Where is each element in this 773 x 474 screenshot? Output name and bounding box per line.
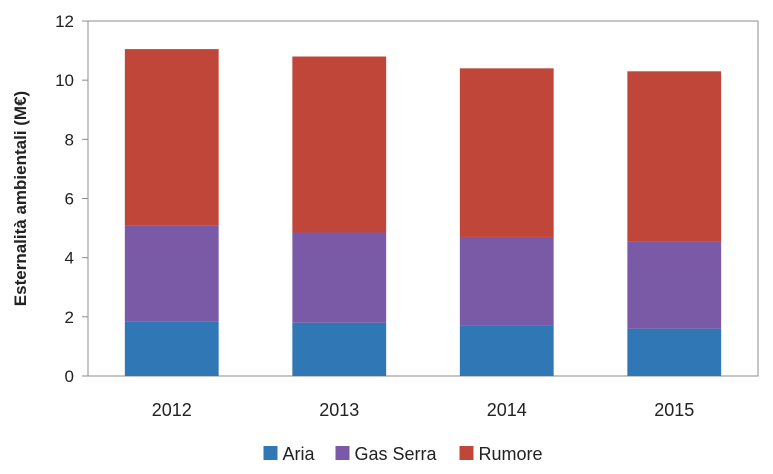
bar-gas-serra-2015	[627, 241, 722, 329]
bar-rumore-2014	[459, 68, 554, 237]
bar-gas-serra-2013	[292, 232, 387, 323]
bar-gas-serra-2012	[124, 225, 219, 322]
y-tick-label: 0	[65, 367, 74, 386]
legend-swatch-gas-serra	[335, 446, 350, 460]
legend-swatch-rumore	[459, 446, 474, 460]
y-axis: 0 2 4 6 8 10 12	[55, 12, 88, 386]
y-tick-label: 2	[65, 308, 74, 327]
legend-label: Gas Serra	[355, 444, 438, 464]
bar-aria-2013	[292, 322, 387, 376]
x-axis: 2012 2013 2014 2015	[152, 400, 695, 420]
y-axis-label: Esternalità ambientali (M€)	[11, 91, 30, 306]
legend-label: Rumore	[479, 444, 543, 464]
x-tick-label: 2014	[487, 400, 527, 420]
bar-gas-serra-2014	[459, 236, 554, 326]
y-tick-label: 10	[55, 71, 74, 90]
x-tick-label: 2012	[152, 400, 192, 420]
y-tick-label: 8	[65, 130, 74, 149]
legend-swatch-aria	[263, 446, 278, 460]
x-tick-label: 2015	[654, 400, 694, 420]
bar-rumore-2012	[124, 49, 219, 226]
bar-aria-2014	[459, 325, 554, 376]
bar-rumore-2013	[292, 56, 387, 233]
legend: Aria Gas Serra Rumore	[263, 444, 543, 464]
bar-aria-2015	[627, 328, 722, 376]
bar-rumore-2015	[627, 71, 722, 242]
x-tick-label: 2013	[319, 400, 359, 420]
bars	[124, 49, 722, 376]
y-tick-label: 4	[65, 249, 74, 268]
bar-aria-2012	[124, 321, 219, 376]
y-tick-label: 6	[65, 190, 74, 209]
legend-label: Aria	[283, 444, 316, 464]
y-tick-label: 12	[55, 12, 74, 31]
